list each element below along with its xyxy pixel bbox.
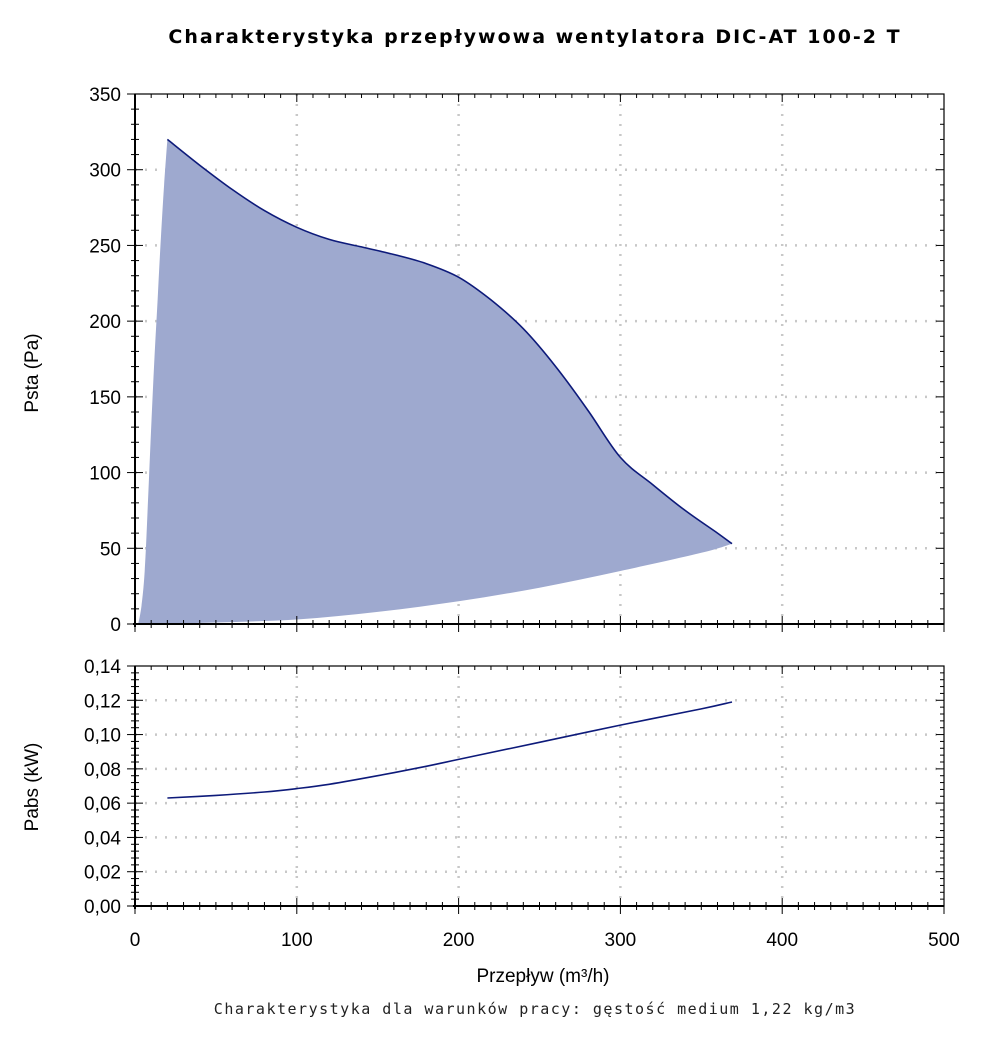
top-y-axis-title: Psta (Pa) [22, 333, 43, 412]
bottom-y-tick-label: 0,10 [84, 726, 121, 747]
top-y-tick-label: 100 [89, 464, 121, 485]
top-y-tick-label: 150 [89, 388, 121, 409]
bottom-y-tick-label: 0,02 [84, 863, 121, 884]
top-y-tick-label: 50 [100, 539, 121, 560]
bottom-y-tick-label: 0,00 [84, 897, 121, 918]
bottom-plot-series [167, 701, 733, 799]
bottom-y-tick-label: 0,12 [84, 691, 121, 712]
x-tick-label: 400 [766, 930, 798, 951]
bottom-y-tick-label: 0,14 [84, 657, 121, 678]
x-tick-label: 500 [928, 930, 960, 951]
top-plot-area [138, 138, 733, 624]
top-y-tick-label: 350 [89, 85, 121, 106]
top-y-tick-label: 0 [110, 615, 121, 636]
top-y-tick-label: 200 [89, 312, 121, 333]
x-tick-label: 200 [443, 930, 475, 951]
bottom-y-tick-label: 0,08 [84, 760, 121, 781]
top-plot-axes [127, 93, 945, 632]
bottom-y-tick-label: 0,04 [84, 828, 121, 849]
chart-title: Charakterystyka przepływowa wentylatora … [168, 26, 902, 48]
footnote: Charakterystyka dla warunków pracy: gęst… [213, 1000, 857, 1018]
bottom-frame [134, 665, 945, 907]
tick-labels: 0 50 100 150 200 250 300 350 0,00 0,02 0,04 0,06 0,0… [84, 85, 960, 951]
x-tick-label: 0 [130, 930, 141, 951]
bottom-plot-grid [135, 666, 944, 906]
x-tick-label: 100 [281, 930, 313, 951]
x-axis-title: Przepływ (m³/h) [476, 966, 609, 987]
power-curve [167, 701, 733, 799]
bottom-y-tick-label: 0,06 [84, 794, 121, 815]
pressure-curve [166, 138, 733, 545]
top-y-tick-label: 250 [89, 236, 121, 257]
operating-area [138, 139, 732, 624]
top-y-tick-label: 300 [89, 161, 121, 182]
bottom-y-axis-title: Pabs (kW) [22, 743, 43, 832]
x-tick-label: 300 [605, 930, 637, 951]
bottom-plot-axes [127, 665, 945, 914]
